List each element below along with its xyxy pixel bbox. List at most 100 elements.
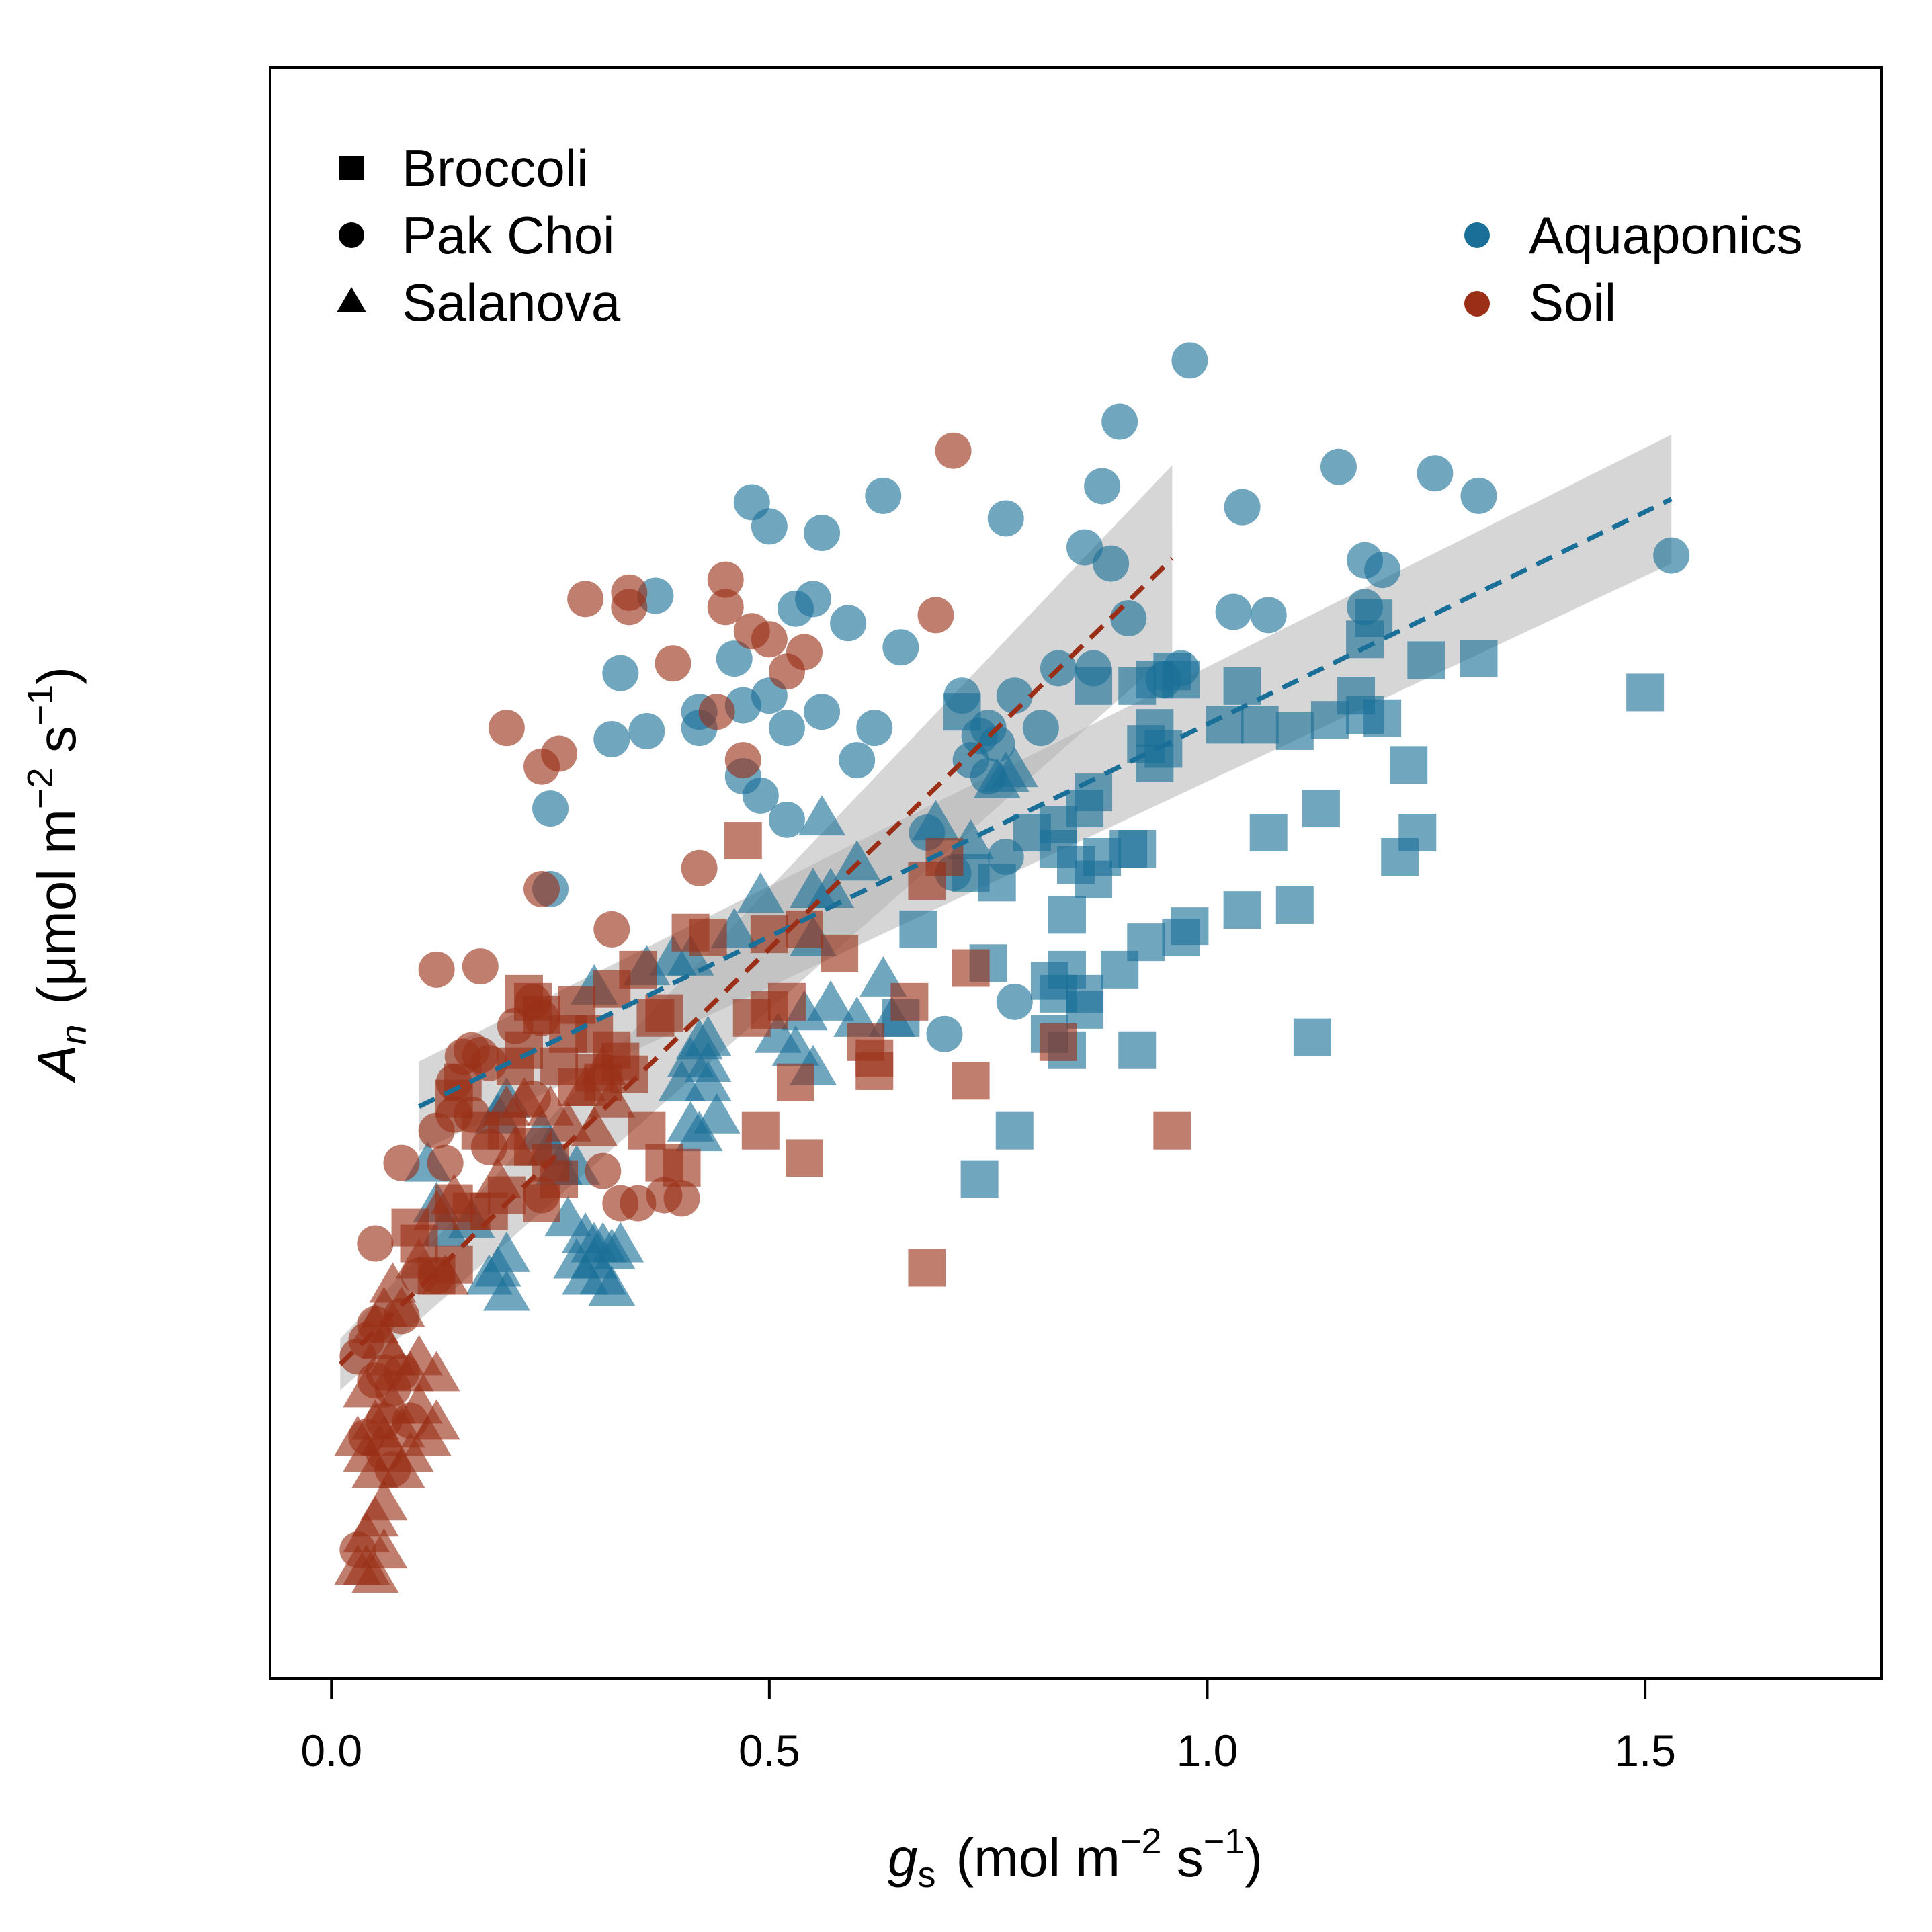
point-soil-broccoli [908, 1249, 946, 1287]
point-soil-pak-choi [655, 645, 691, 682]
point-aquaponics-broccoli [1626, 673, 1665, 712]
legend-system-label: Soil [1529, 273, 1616, 332]
point-soil-pak-choi [418, 951, 455, 988]
point-soil-broccoli [785, 1139, 823, 1177]
point-aquaponics-broccoli [1275, 712, 1314, 750]
point-soil-salanova [482, 1085, 530, 1126]
point-soil-pak-choi [383, 1144, 420, 1181]
point-soil-pak-choi [698, 694, 735, 730]
point-aquaponics-broccoli [1075, 860, 1113, 898]
point-soil-broccoli [636, 999, 675, 1037]
legend-aquaponics-icon [1464, 222, 1490, 248]
point-soil-pak-choi [602, 1185, 639, 1222]
point-aquaponics-broccoli [1127, 923, 1165, 962]
fit-line-soil [338, 556, 1174, 1366]
legend-system: Aquaponics Soil [1464, 206, 1803, 332]
point-soil-broccoli [540, 1047, 579, 1085]
point-aquaponics-pak-choi [996, 677, 1033, 714]
point-aquaponics-pak-choi [1101, 403, 1138, 440]
point-soil-pak-choi [707, 589, 744, 626]
point-soil-pak-choi [585, 1152, 622, 1189]
legend-species: Broccoli Pak Choi Salanova [337, 138, 621, 332]
fit-line-aquaponics [418, 497, 1673, 1109]
point-soil-pak-choi [935, 432, 972, 469]
point-aquaponics-pak-choi [628, 712, 665, 749]
point-aquaponics-pak-choi [1171, 342, 1208, 379]
point-soil-broccoli [505, 974, 543, 1013]
point-soil-pak-choi [707, 561, 744, 598]
x-axis-title: gs (mol m−2 s−1) [888, 1821, 1263, 1895]
point-soil-broccoli [689, 918, 727, 956]
point-soil-broccoli [593, 970, 631, 1008]
point-soil-broccoli [1153, 1111, 1191, 1150]
point-soil-pak-choi [523, 748, 560, 785]
y-axis-sup2: −1 [20, 685, 60, 726]
point-aquaponics-broccoli [1346, 620, 1384, 659]
point-soil-pak-choi [462, 948, 499, 985]
point-aquaponics-pak-choi [1110, 600, 1147, 637]
point-soil-pak-choi [593, 911, 630, 948]
point-soil-pak-choi [427, 1144, 464, 1181]
point-aquaponics-broccoli [1407, 641, 1445, 679]
point-aquaponics-pak-choi [751, 508, 788, 545]
point-soil-salanova [378, 1447, 425, 1488]
point-soil-pak-choi [681, 849, 718, 886]
point-aquaponics-broccoli [1241, 706, 1279, 744]
point-aquaponics-pak-choi [830, 605, 867, 642]
fit-lines [338, 497, 1673, 1366]
point-soil-pak-choi [523, 870, 560, 907]
point-aquaponics-salanova [597, 1222, 644, 1263]
point-soil-broccoli [847, 1023, 885, 1061]
point-soil-broccoli [435, 1079, 473, 1118]
x-tick-label: 1.5 [1614, 1726, 1676, 1775]
point-soil-broccoli [628, 1111, 666, 1150]
y-axis-subscript: n [54, 1025, 94, 1045]
point-aquaponics-pak-choi [532, 790, 569, 827]
point-soil-pak-choi [733, 613, 770, 650]
y-axis-title: An (μmol m−2 s−1) [20, 667, 94, 1083]
point-soil-salanova [351, 1302, 399, 1343]
point-aquaponics-broccoli [1075, 667, 1113, 705]
point-soil-broccoli [732, 999, 771, 1037]
point-soil-salanova [413, 1189, 460, 1230]
point-aquaponics-salanova [833, 840, 881, 881]
point-soil-salanova [369, 1383, 417, 1424]
point-aquaponics-pak-choi [1215, 593, 1252, 630]
point-aquaponics-broccoli [1162, 661, 1200, 699]
point-aquaponics-pak-choi [777, 590, 814, 627]
x-axis-sup2: −1 [1204, 1821, 1245, 1861]
point-aquaponics-salanova [675, 1111, 723, 1152]
y-axis-sup1: −2 [20, 767, 60, 809]
legend-triangle-icon [337, 287, 366, 312]
point-soil-salanova [579, 1044, 627, 1085]
point-aquaponics-pak-choi [1417, 455, 1454, 492]
y-axis-units: (μmol m [27, 809, 87, 1005]
point-aquaponics-pak-choi [996, 983, 1033, 1020]
point-aquaponics-broccoli [1310, 701, 1349, 739]
point-soil-salanova [421, 1254, 469, 1295]
point-aquaponics-pak-choi [716, 640, 753, 677]
point-aquaponics-pak-choi [865, 477, 902, 514]
point-aquaponics-broccoli [978, 864, 1016, 902]
point-aquaponics-salanova [482, 1231, 530, 1272]
x-tick-label: 0.0 [300, 1726, 362, 1775]
point-aquaponics-broccoli [1363, 699, 1402, 737]
point-aquaponics-broccoli [1390, 746, 1428, 784]
point-soil-salanova [571, 1105, 618, 1146]
point-soil-pak-choi [724, 742, 761, 779]
point-aquaponics-broccoli [1039, 974, 1077, 1013]
point-aquaponics-pak-choi [1364, 552, 1401, 589]
point-aquaponics-salanova [912, 800, 960, 841]
point-aquaponics-salanova [684, 1060, 732, 1101]
point-aquaponics-pak-choi [602, 655, 639, 691]
point-aquaponics-pak-choi [768, 801, 805, 838]
point-aquaponics-salanova [588, 1265, 636, 1306]
point-aquaponics-salanova [649, 935, 697, 976]
point-aquaponics-broccoli [1460, 640, 1498, 678]
point-aquaponics-pak-choi [839, 742, 876, 779]
point-aquaponics-broccoli [1048, 896, 1086, 934]
point-aquaponics-broccoli [1118, 830, 1157, 868]
y-axis-close: ) [27, 667, 87, 685]
point-soil-salanova [562, 1065, 610, 1106]
